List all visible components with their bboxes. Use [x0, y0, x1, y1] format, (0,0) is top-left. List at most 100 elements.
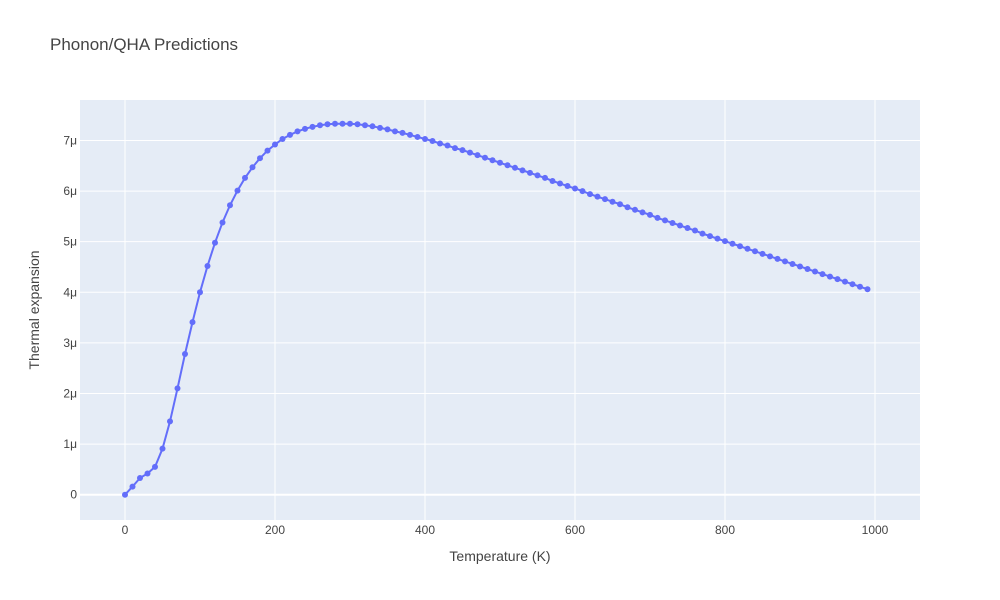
data-point: [677, 222, 683, 229]
plot-area: [80, 100, 920, 520]
data-point: [452, 145, 458, 152]
x-tick-label: 600: [565, 523, 585, 537]
x-tick-label: 200: [265, 523, 285, 537]
data-point: [159, 445, 166, 452]
data-point: [272, 141, 278, 148]
data-point: [572, 185, 578, 192]
data-point: [632, 206, 638, 213]
y-tick-label: 0: [70, 488, 77, 502]
data-point: [459, 147, 466, 154]
data-point: [579, 188, 586, 195]
data-point: [557, 180, 563, 187]
data-point: [527, 169, 533, 176]
data-point: [242, 174, 248, 181]
data-point: [437, 140, 443, 147]
data-point: [219, 219, 226, 226]
data-point: [264, 147, 271, 154]
data-point: [489, 157, 496, 164]
data-point: [497, 159, 503, 166]
data-point: [444, 142, 451, 149]
y-axis-ticks: 0 1μ 2μ 3μ 4μ 5μ 6μ 7μ: [63, 133, 77, 501]
y-tick-label: 7μ: [63, 133, 77, 147]
data-point: [317, 122, 323, 129]
x-tick-label: 800: [715, 523, 735, 537]
y-tick-label: 6μ: [63, 184, 77, 198]
data-point: [669, 219, 676, 226]
data-point: [249, 164, 256, 171]
data-point: [399, 129, 406, 136]
data-point: [864, 286, 871, 293]
data-point: [639, 209, 646, 216]
series-line: [124, 122, 868, 496]
y-tick-label: 4μ: [63, 285, 77, 299]
data-point: [369, 123, 376, 130]
data-point: [519, 167, 526, 174]
data-point: [324, 121, 331, 128]
data-point: [309, 123, 316, 130]
data-point: [759, 250, 766, 257]
data-point: [624, 204, 631, 211]
data-point: [422, 135, 428, 142]
data-point: [362, 122, 368, 129]
data-point: [714, 235, 721, 242]
data-point: [842, 278, 848, 285]
data-point: [609, 198, 616, 205]
data-point: [684, 225, 691, 232]
data-point: [212, 239, 218, 246]
y-tick-label: 2μ: [63, 386, 77, 400]
data-point: [707, 233, 713, 240]
data-point: [332, 120, 338, 127]
data-point: [129, 483, 136, 490]
series-points: [122, 120, 871, 498]
data-point: [797, 263, 803, 270]
data-point: [144, 470, 151, 477]
data-point: [849, 281, 856, 288]
data-point: [482, 154, 488, 161]
data-point: [279, 135, 286, 142]
data-point: [692, 227, 698, 234]
data-point: [594, 193, 601, 200]
data-point: [122, 491, 128, 498]
x-axis-title: Temperature (K): [449, 548, 550, 564]
data-point: [662, 217, 668, 224]
data-point: [257, 155, 263, 162]
y-tick-label: 3μ: [63, 336, 77, 350]
data-point: [654, 214, 661, 221]
data-point: [467, 149, 473, 156]
data-point: [189, 319, 196, 326]
data-point: [392, 128, 398, 135]
y-axis-title: Thermal expansion: [26, 250, 42, 369]
data-point: [549, 177, 556, 184]
grid-lines: [80, 100, 920, 520]
data-point: [167, 418, 173, 425]
data-point: [339, 120, 346, 127]
data-point: [294, 128, 301, 135]
x-tick-label: 0: [122, 523, 129, 537]
data-point: [384, 126, 391, 133]
data-point: [744, 245, 751, 252]
data-point: [819, 271, 826, 278]
data-point: [407, 131, 413, 138]
data-point: [767, 253, 773, 260]
data-point: [699, 230, 706, 237]
x-tick-label: 400: [415, 523, 435, 537]
data-point: [287, 131, 293, 138]
data-point: [377, 124, 383, 131]
y-tick-label: 1μ: [63, 437, 77, 451]
data-point: [827, 273, 833, 280]
data-point: [302, 125, 308, 132]
chart-title: Phonon/QHA Predictions: [50, 35, 238, 54]
data-point: [857, 283, 863, 290]
data-point: [534, 172, 541, 179]
data-point: [602, 196, 608, 203]
data-point: [347, 120, 353, 127]
data-point: [564, 183, 571, 190]
data-point: [197, 289, 203, 296]
y-tick-label: 5μ: [63, 235, 77, 249]
data-point: [204, 262, 211, 269]
data-point: [804, 266, 811, 273]
data-point: [474, 152, 481, 159]
data-point: [774, 255, 781, 262]
data-point: [752, 248, 758, 255]
